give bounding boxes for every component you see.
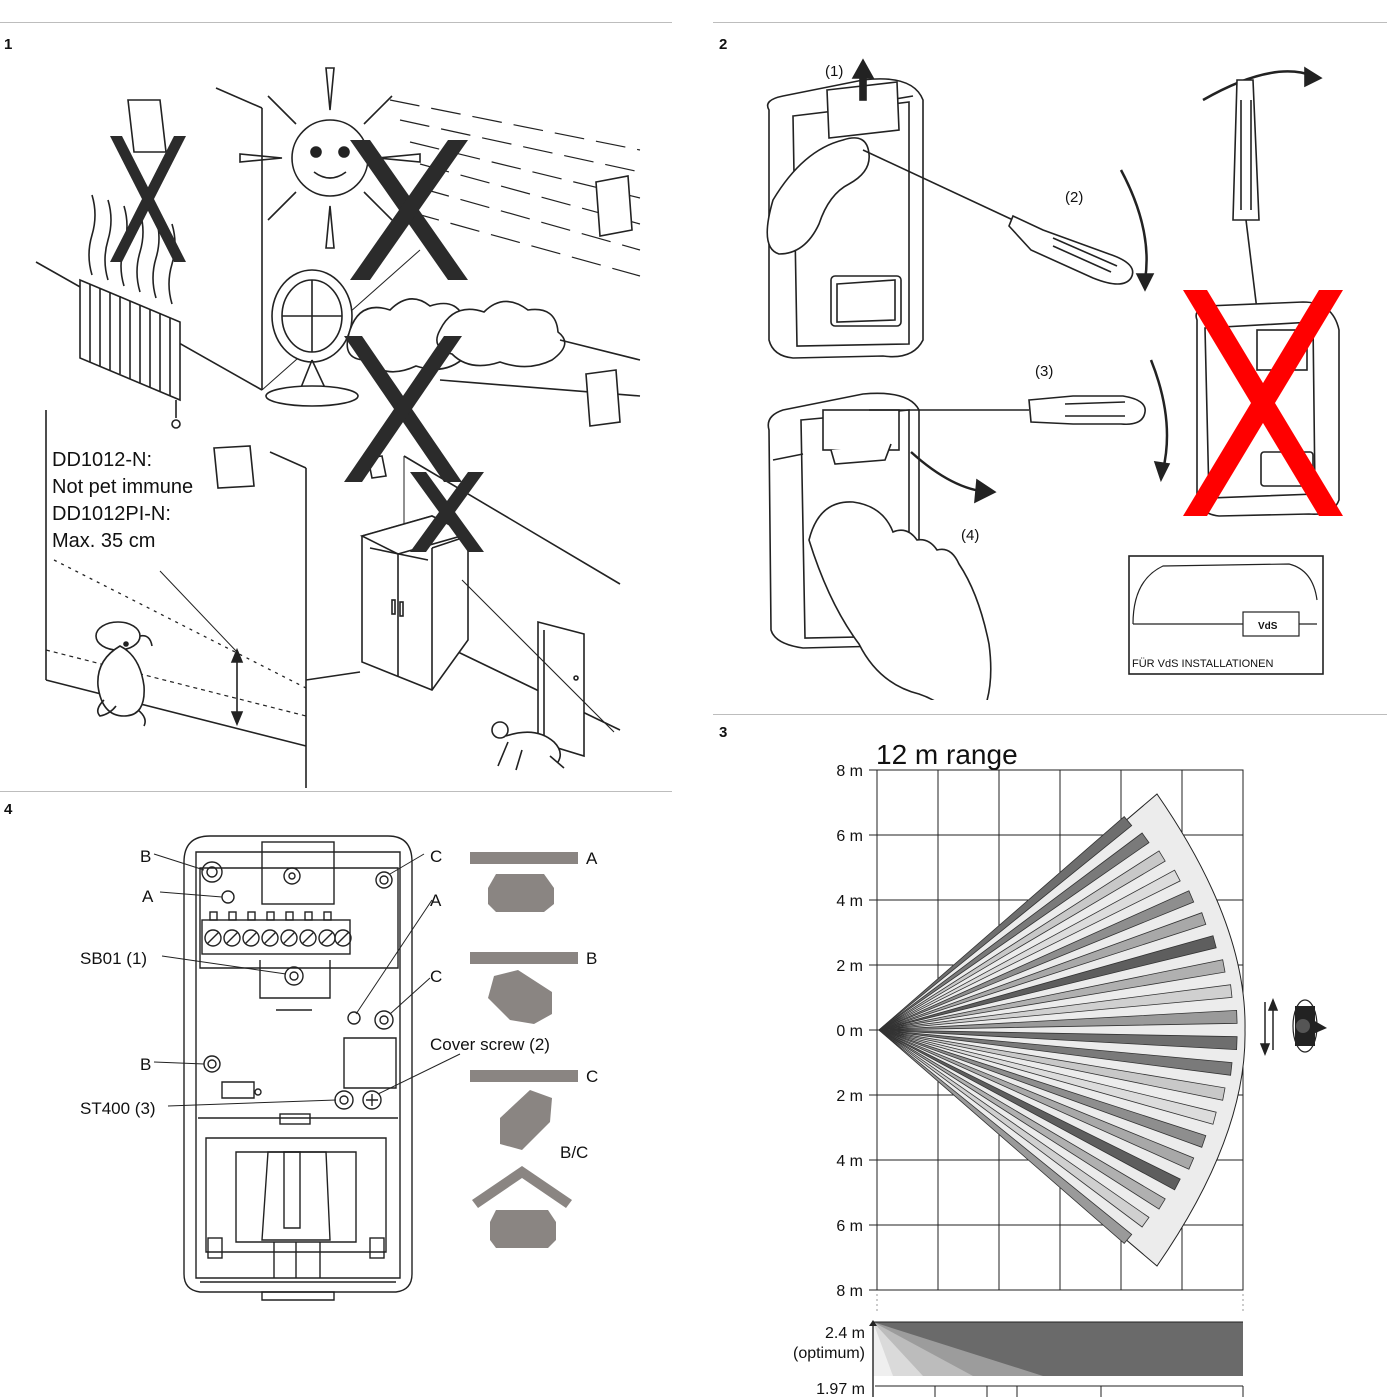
crawling-person-icon [491, 721, 565, 771]
option-b-label: B [586, 949, 597, 968]
screwdriver-icon [1232, 79, 1260, 311]
red-cross-mark [1183, 290, 1343, 516]
label-b-top: B [140, 847, 151, 866]
option-bc-label: B/C [560, 1143, 588, 1162]
label-c-top: C [430, 847, 442, 866]
label-a-top: A [142, 887, 154, 906]
step-label-4: (4) [961, 527, 979, 544]
label-c-mid: C [430, 967, 442, 986]
person-top-view-icon [1292, 999, 1327, 1053]
panel-number-2: 2 [719, 36, 728, 53]
panel-2-illustration: (1) (2) (3) (4) VdS FÜR VdS INSTALLATION… [766, 58, 1343, 700]
sun-icon [239, 67, 421, 249]
walk-direction-icon [1259, 997, 1279, 1057]
label-sb01: SB01 (1) [80, 949, 147, 968]
y-tick-label: 8 m [836, 763, 863, 780]
pet-text-line-2: Not pet immune [52, 476, 193, 498]
coverage-beam [878, 890, 1195, 1031]
step-label-3: (3) [1035, 363, 1053, 380]
label-a-mid: A [430, 891, 442, 910]
cross-marks [110, 136, 484, 552]
coverage-beam [878, 1029, 1166, 1210]
coverage-beam [878, 1029, 1233, 1076]
coverage-beam [878, 1029, 1238, 1051]
screwdriver-icon [862, 149, 1134, 285]
cross-mark-radiator [110, 136, 186, 262]
dog-icon [95, 621, 153, 727]
coverage-beam [878, 816, 1133, 1031]
coverage-beam [878, 1009, 1238, 1031]
panel-1-illustration: DD1012-N: Not pet immune DD1012PI-N: Max… [35, 67, 641, 788]
coverage-beam [878, 1029, 1226, 1101]
fan-icon [265, 269, 359, 407]
side-view-coverage [869, 1320, 1244, 1397]
y-tick-label: 6 m [836, 828, 863, 845]
panel-number-1: 1 [4, 36, 13, 53]
height-note: (optimum) [793, 1345, 865, 1362]
y-tick-label: 6 m [836, 1218, 863, 1235]
hand-icon [808, 501, 992, 700]
coverage-beam [878, 832, 1150, 1031]
pet-text-line-1: DD1012-N: [52, 449, 152, 471]
bottom-height-label: 1.97 m [816, 1381, 865, 1397]
coverage-beam [878, 1029, 1217, 1125]
label-cover-screw: Cover screw (2) [430, 1035, 550, 1054]
cross-mark-sun [350, 140, 468, 280]
coverage-beam [878, 1029, 1181, 1191]
coverage-beam [878, 1029, 1133, 1244]
screwdriver-icon [869, 395, 1146, 426]
rule-top-left [0, 22, 672, 23]
y-tick-label: 8 m [836, 1283, 863, 1300]
terminal-screws [204, 929, 352, 947]
vds-label: VdS [1258, 621, 1278, 632]
cross-mark-fan [344, 336, 462, 482]
option-a-label: A [586, 849, 598, 868]
coverage-beam [878, 959, 1226, 1031]
coverage-beam [878, 869, 1181, 1031]
rule-mid-right [713, 714, 1387, 715]
vds-caption: FÜR VdS INSTALLATIONEN [1132, 658, 1273, 670]
step-label-2: (2) [1065, 189, 1083, 206]
label-b-mid: B [140, 1055, 151, 1074]
y-tick-label: 2 m [836, 1088, 863, 1105]
rule-mid-left [0, 791, 672, 792]
label-st400: ST400 (3) [80, 1099, 156, 1118]
detector-icon [585, 369, 621, 427]
coverage-beam [878, 912, 1207, 1031]
coverage-beam [878, 850, 1166, 1031]
pet-text-line-4: Max. 35 cm [52, 530, 155, 552]
panel-number-3: 3 [719, 724, 728, 741]
coverage-beam [878, 984, 1233, 1031]
coverage-title: 12 m range [876, 739, 1018, 770]
step-label-1: (1) [825, 63, 843, 80]
rule-top-right [713, 22, 1387, 23]
detector-icon [213, 445, 255, 489]
pet-text-line-3: DD1012PI-N: [52, 503, 171, 525]
detector-icon [595, 175, 633, 237]
panel-number-4: 4 [4, 801, 13, 818]
coverage-beam [878, 1029, 1195, 1170]
y-tick-label: 4 m [836, 1153, 863, 1170]
panel-3-coverage-diagram: 12 m range 8 m 6 m 4 m 2 m 0 m 2 m 4 m 6… [793, 739, 1327, 1397]
cabinet-icon [359, 515, 471, 691]
coverage-beam [878, 935, 1217, 1031]
coverage-beam [878, 1029, 1150, 1228]
radiator-icon [79, 278, 181, 429]
panel-4-base-diagram: B A SB01 (1) B ST400 (3) C A C Cover scr… [80, 835, 598, 1301]
door-icon [537, 620, 585, 758]
coverage-area [878, 793, 1246, 1267]
y-tick-label: 0 m [836, 1023, 863, 1040]
coverage-beam [878, 1029, 1207, 1148]
detector-icon [127, 99, 167, 153]
hand-icon [766, 137, 870, 255]
y-tick-label: 4 m [836, 893, 863, 910]
y-tick-label: 2 m [836, 958, 863, 975]
heat-waves-icon [88, 194, 176, 305]
coverage-beams [878, 816, 1238, 1244]
mounting-options [470, 852, 578, 1248]
cross-mark-cabinet [410, 472, 484, 552]
option-c-label: C [586, 1067, 598, 1086]
height-label: 2.4 m [825, 1325, 865, 1342]
